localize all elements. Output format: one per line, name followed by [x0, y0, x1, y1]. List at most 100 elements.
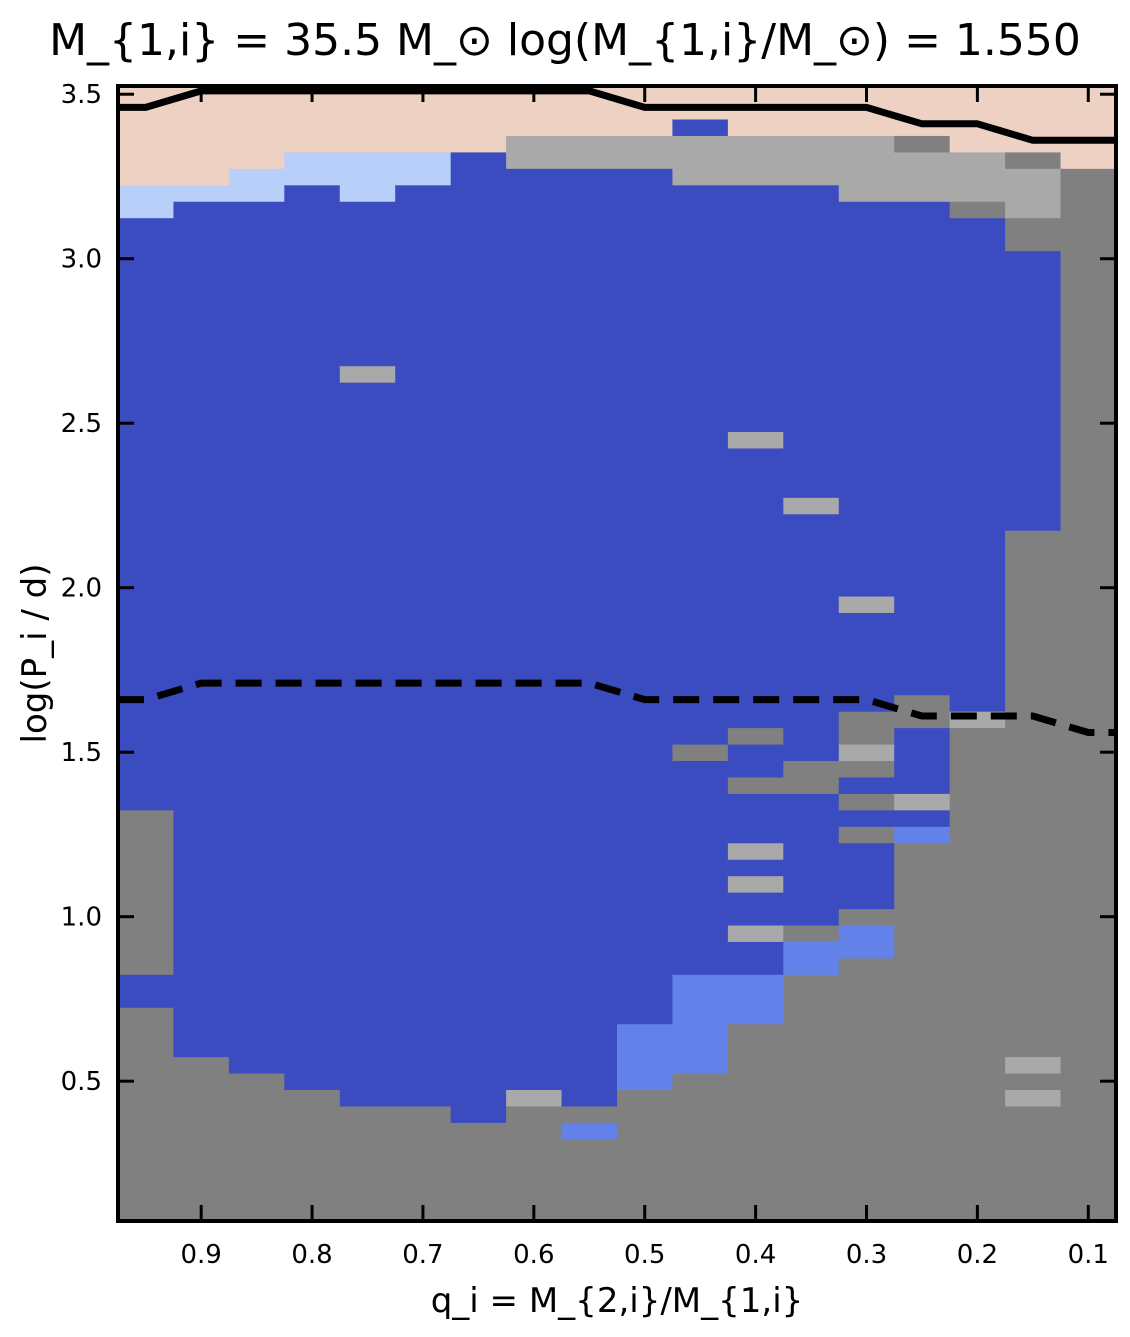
x-tick-label: 0.7: [402, 1240, 443, 1270]
heatmap-cell: [1005, 1105, 1062, 1222]
heatmap-cell: [727, 184, 784, 433]
heatmap-cell: [561, 135, 618, 169]
heatmap-cell: [838, 826, 895, 844]
heatmap-cell: [339, 201, 396, 367]
heatmap-cell: [339, 365, 396, 383]
heatmap-cell: [339, 151, 396, 202]
heatmap-cell: [727, 447, 784, 729]
heatmap-cell: [672, 184, 729, 745]
y-tick-label: 2.0: [61, 574, 102, 604]
heatmap-cell: [506, 1089, 563, 1107]
heatmap-cell: [838, 908, 895, 926]
heatmap-cell: [284, 151, 341, 186]
heatmap-cell: [727, 842, 784, 860]
heatmap-cell: [894, 694, 951, 729]
x-tick-label: 0.4: [735, 1240, 776, 1270]
heatmap-cell: [783, 760, 840, 794]
heatmap-cell: [727, 924, 784, 942]
heatmap-cell: [339, 1105, 396, 1222]
heatmap-cell: [173, 86, 230, 186]
heatmap-cell: [727, 135, 784, 186]
heatmap-cell: [506, 168, 563, 1091]
heatmap-cell: [838, 842, 895, 910]
heatmap-cell: [173, 1056, 230, 1222]
x-tick-label: 0.9: [180, 1240, 221, 1270]
heatmap-cell: [173, 184, 230, 202]
heatmap-cell: [727, 859, 784, 877]
heatmap-cell: [727, 793, 784, 844]
y-tick-label: 0.5: [61, 1067, 102, 1097]
heatmap-cell: [727, 875, 784, 893]
heatmap-cell: [395, 1105, 452, 1222]
heatmap-cell: [450, 151, 507, 1123]
heatmap-cell: [561, 1138, 618, 1222]
heatmap-cell: [838, 809, 895, 827]
heatmap-cell: [838, 743, 895, 762]
heatmap-cell: [949, 151, 1006, 202]
heatmap-cell: [894, 151, 951, 202]
heatmap-cell: [450, 1122, 507, 1222]
heatmap-cell: [672, 86, 729, 120]
heatmap-cell: [395, 151, 452, 186]
heatmap-cell: [949, 727, 1006, 1222]
heatmap-cell: [672, 743, 729, 762]
heatmap-cell: [838, 135, 895, 202]
heatmap-cell: [727, 1023, 784, 1222]
heatmap-cell: [838, 595, 895, 613]
heatmap-cell: [894, 727, 951, 794]
boundary-lines: [118, 87, 1116, 736]
heatmap-cell: [1005, 1089, 1062, 1107]
heatmap-cell: [1005, 151, 1062, 169]
heatmap-cell: [1005, 1072, 1062, 1091]
heatmap-cell: [118, 217, 175, 811]
y-tick-label: 3.5: [61, 80, 102, 110]
heatmap-cell: [894, 826, 951, 844]
heatmap-cell: [617, 168, 674, 1025]
heatmap-cell: [617, 135, 674, 169]
heatmap-cell: [228, 168, 285, 202]
heatmap-cell: [783, 135, 840, 186]
heatmap-cell: [228, 86, 285, 169]
heatmap-cell: [1005, 168, 1062, 219]
heatmap-cell: [894, 842, 951, 1222]
heatmap-cell: [783, 184, 840, 498]
x-tick-label: 0.6: [513, 1240, 554, 1270]
heatmap-cell: [672, 135, 729, 186]
heatmap-cell: [838, 201, 895, 597]
heatmap-cell: [561, 1105, 618, 1123]
heatmap-cell: [894, 86, 951, 136]
heatmap-cell: [894, 135, 951, 153]
heatmap-cell: [783, 793, 840, 926]
heatmap-cell: [672, 118, 729, 136]
heatmap-cell: [118, 974, 175, 1008]
heatmap-cell: [894, 793, 951, 811]
heatmap-cell: [949, 217, 1006, 712]
x-tick-label: 0.8: [291, 1240, 332, 1270]
heatmap-cell: [727, 743, 784, 778]
heatmap-cell: [727, 727, 784, 745]
heatmap-cell: [672, 760, 729, 975]
heatmap-cell: [1005, 1056, 1062, 1074]
heatmap-cell: [838, 711, 895, 745]
heatmap-cell: [838, 924, 895, 959]
axis-ticks: 0.9 0.8 0.7 0.6 0.5 0.4 0.3 0.2 0.1 0.5 1.0 1.5 2.0 2…: [61, 80, 1116, 1270]
heatmap-cell: [838, 957, 895, 1222]
heatmap-cell: [118, 809, 175, 975]
heatmap-cell: [838, 776, 895, 794]
heatmap-cell: [783, 941, 840, 975]
heatmap-cell: [228, 1072, 285, 1222]
heatmap-cell: [894, 201, 951, 696]
heatmap-cell: [284, 1089, 341, 1222]
heatmap-cell: [783, 497, 840, 515]
heatmap-cell: [561, 168, 618, 1107]
heatmap-cell: [727, 776, 784, 794]
heatmap-cell: [506, 1105, 563, 1222]
y-tick-label: 2.5: [61, 409, 102, 439]
heatmap-cell: [727, 974, 784, 1025]
heatmap-cell: [672, 1072, 729, 1222]
y-tick-label: 1.0: [61, 903, 102, 933]
heatmap-cell: [949, 201, 1006, 219]
x-tick-label: 0.2: [957, 1240, 998, 1270]
heatmap-cell: [617, 1023, 674, 1091]
heatmap-cell: [228, 201, 285, 1074]
